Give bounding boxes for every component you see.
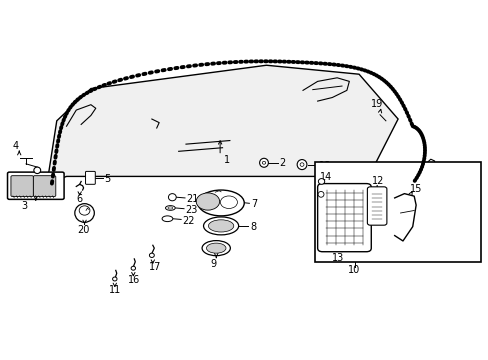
- Text: 18: 18: [318, 161, 330, 171]
- Ellipse shape: [34, 167, 41, 174]
- Text: 9: 9: [210, 259, 216, 269]
- FancyBboxPatch shape: [7, 172, 64, 199]
- Text: 22: 22: [182, 216, 195, 226]
- Ellipse shape: [206, 243, 225, 253]
- Text: 13: 13: [331, 253, 344, 263]
- Text: 16: 16: [127, 275, 140, 285]
- Ellipse shape: [300, 163, 304, 166]
- Text: 6: 6: [76, 194, 82, 204]
- Ellipse shape: [198, 190, 244, 216]
- Text: 5: 5: [104, 174, 111, 184]
- Ellipse shape: [112, 277, 117, 281]
- FancyBboxPatch shape: [317, 184, 370, 252]
- Ellipse shape: [149, 253, 154, 257]
- Text: 2: 2: [279, 158, 285, 168]
- FancyBboxPatch shape: [33, 176, 56, 197]
- Text: 23: 23: [185, 205, 198, 215]
- FancyBboxPatch shape: [366, 187, 386, 225]
- Ellipse shape: [202, 240, 230, 256]
- Text: 21: 21: [186, 194, 199, 204]
- Ellipse shape: [167, 207, 172, 209]
- Ellipse shape: [220, 196, 237, 208]
- Ellipse shape: [208, 220, 233, 232]
- Ellipse shape: [165, 206, 175, 210]
- Bar: [315, 162, 480, 262]
- Text: 17: 17: [149, 262, 162, 272]
- Ellipse shape: [318, 179, 324, 184]
- Ellipse shape: [131, 266, 135, 270]
- Ellipse shape: [75, 204, 94, 222]
- Text: 1: 1: [223, 155, 229, 165]
- Ellipse shape: [162, 216, 172, 222]
- Text: 4: 4: [12, 141, 19, 151]
- FancyBboxPatch shape: [85, 171, 95, 184]
- Ellipse shape: [297, 159, 306, 170]
- Ellipse shape: [168, 194, 176, 201]
- FancyBboxPatch shape: [11, 176, 33, 197]
- Text: 12: 12: [371, 176, 384, 186]
- Text: 15: 15: [409, 184, 422, 194]
- Text: 3: 3: [21, 201, 27, 211]
- Polygon shape: [47, 65, 397, 184]
- Text: 20: 20: [78, 225, 90, 235]
- Ellipse shape: [262, 161, 265, 164]
- Text: 7: 7: [250, 199, 257, 210]
- Ellipse shape: [203, 217, 238, 235]
- Ellipse shape: [196, 193, 219, 210]
- Text: 14: 14: [320, 172, 332, 182]
- Text: 8: 8: [250, 222, 256, 232]
- Text: 10: 10: [347, 265, 359, 275]
- Text: 19: 19: [370, 99, 383, 109]
- Text: 11: 11: [109, 285, 121, 296]
- Ellipse shape: [79, 206, 90, 215]
- Ellipse shape: [318, 192, 324, 197]
- Ellipse shape: [259, 158, 268, 167]
